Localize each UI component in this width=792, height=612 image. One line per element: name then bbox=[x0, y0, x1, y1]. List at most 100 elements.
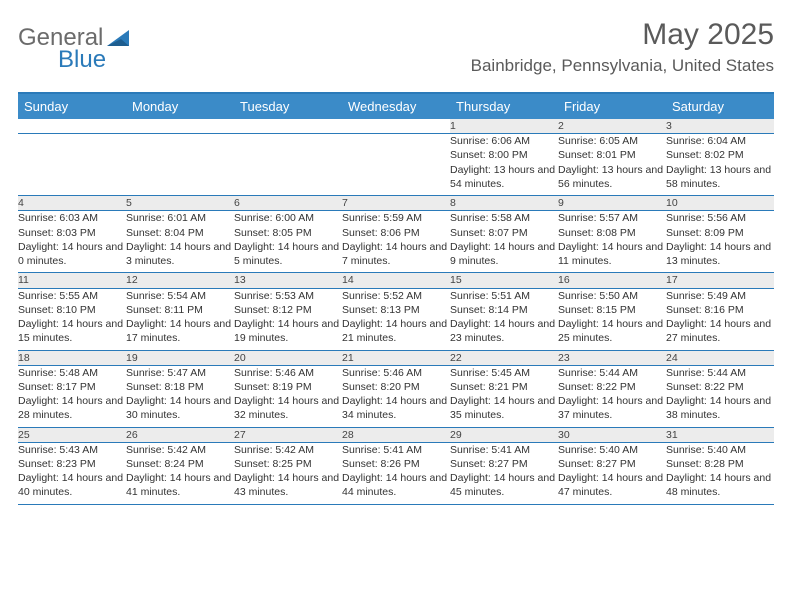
sunset-line: Sunset: 8:09 PM bbox=[666, 227, 744, 239]
daylight-line: Daylight: 14 hours and 23 minutes. bbox=[450, 318, 555, 344]
daylight-line: Daylight: 13 hours and 54 minutes. bbox=[450, 164, 555, 190]
day-number-cell: 26 bbox=[126, 427, 234, 442]
sunset-line: Sunset: 8:27 PM bbox=[450, 458, 528, 470]
sunset-line: Sunset: 8:13 PM bbox=[342, 304, 420, 316]
day-header: Sunday bbox=[18, 94, 126, 119]
day-detail-cell: Sunrise: 5:40 AMSunset: 8:27 PMDaylight:… bbox=[558, 442, 666, 504]
sunrise-line: Sunrise: 5:45 AM bbox=[450, 367, 530, 379]
sunrise-line: Sunrise: 6:05 AM bbox=[558, 135, 638, 147]
day-detail-cell: Sunrise: 5:44 AM Sunset: 8:22 PM Daylight:… bbox=[558, 365, 666, 427]
day-detail-cell: Sunrise: 6:03 AMSunset: 8:03 PMDaylight:… bbox=[18, 211, 126, 273]
daylight-line: Daylight: 14 hours and 19 minutes. bbox=[234, 318, 339, 344]
day-detail-cell: Sunrise: 5:43 AMSunset: 8:23 PMDaylight:… bbox=[18, 442, 126, 504]
sunset-line: Sunset: 8:22 PM bbox=[666, 381, 744, 393]
sunrise-line: Sunrise: 5:52 AM bbox=[342, 290, 422, 302]
daylight-line: Daylight: 14 hours and 28 minutes. bbox=[18, 395, 123, 421]
day-detail-cell: Sunrise: 5:41 AMSunset: 8:26 PMDaylight:… bbox=[342, 442, 450, 504]
day-number-cell: 8 bbox=[450, 196, 558, 211]
daylight-line: Daylight: 14 hours and 30 minutes. bbox=[126, 395, 231, 421]
day-detail-cell: Sunrise: 6:04 AMSunset: 8:02 PMDaylight:… bbox=[666, 134, 774, 196]
sunset-line: Sunset: 8:28 PM bbox=[666, 458, 744, 470]
day-detail-cell: Sunrise: 5:59 AMSunset: 8:06 PMDaylight:… bbox=[342, 211, 450, 273]
day-detail-row: Sunrise: 6:06 AMSunset: 8:00 PMDaylight:… bbox=[18, 134, 774, 196]
day-number-cell: 27 bbox=[234, 427, 342, 442]
sunrise-line: Sunrise: 5:40 AM bbox=[666, 444, 746, 456]
daylight-line: Daylight: 14 hours and 7 minutes. bbox=[342, 241, 447, 267]
sunrise-line: Sunrise: 5:41 AM bbox=[342, 444, 422, 456]
daylight-line: Daylight: 14 hours and 3 minutes. bbox=[126, 241, 231, 267]
day-number-cell: 21 bbox=[342, 350, 450, 365]
day-number-cell: 15 bbox=[450, 273, 558, 288]
daylight-line: Daylight: 14 hours and 27 minutes. bbox=[666, 318, 771, 344]
day-detail-cell: Sunrise: 5:40 AM Sunset: 8:28 PM Daylight:… bbox=[666, 442, 774, 504]
daylight-line: Daylight: 14 hours and 47 minutes. bbox=[558, 472, 663, 498]
day-number-cell: 30 bbox=[558, 427, 666, 442]
day-header: Monday bbox=[126, 94, 234, 119]
daylight-line: Daylight: 14 hours and 11 minutes. bbox=[558, 241, 663, 267]
day-number-cell: 5 bbox=[126, 196, 234, 211]
day-detail-cell: Sunrise: 5:46 AMSunset: 8:19 PMDaylight:… bbox=[234, 365, 342, 427]
sunset-line: Sunset: 8:16 PM bbox=[666, 304, 744, 316]
sunrise-line: Sunrise: 5:44 AM bbox=[558, 367, 638, 379]
sunset-line: Sunset: 8:07 PM bbox=[450, 227, 528, 239]
sunset-line: Sunset: 8:15 PM bbox=[558, 304, 636, 316]
sunrise-line: Sunrise: 6:00 AM bbox=[234, 212, 314, 224]
day-detail-cell: Sunrise: 5:51 AMSunset: 8:14 PMDaylight:… bbox=[450, 288, 558, 350]
day-detail-cell: Sunrise: 5:53 AMSunset: 8:12 PMDaylight:… bbox=[234, 288, 342, 350]
day-number-cell: 12 bbox=[126, 273, 234, 288]
sunrise-line: Sunrise: 6:03 AM bbox=[18, 212, 98, 224]
day-detail-cell bbox=[18, 134, 126, 196]
day-detail-cell: Sunrise: 6:05 AMSunset: 8:01 PMDaylight:… bbox=[558, 134, 666, 196]
day-detail-cell: Sunrise: 5:45 AMSunset: 8:21 PMDaylight:… bbox=[450, 365, 558, 427]
day-header-row: SundayMondayTuesdayWednesdayThursdayFrid… bbox=[18, 94, 774, 119]
sunrise-line: Sunrise: 5:47 AM bbox=[126, 367, 206, 379]
day-number-cell: 17 bbox=[666, 273, 774, 288]
day-header: Saturday bbox=[666, 94, 774, 119]
sunset-line: Sunset: 8:05 PM bbox=[234, 227, 312, 239]
day-number-cell: 29 bbox=[450, 427, 558, 442]
day-number-cell: 14 bbox=[342, 273, 450, 288]
day-detail-cell bbox=[342, 134, 450, 196]
day-detail-cell: Sunrise: 6:01 AMSunset: 8:04 PMDaylight:… bbox=[126, 211, 234, 273]
sunrise-line: Sunrise: 5:55 AM bbox=[18, 290, 98, 302]
day-number-cell: 18 bbox=[18, 350, 126, 365]
day-header: Thursday bbox=[450, 94, 558, 119]
daylight-line: Daylight: 14 hours and 9 minutes. bbox=[450, 241, 555, 267]
day-detail-cell: Sunrise: 6:06 AMSunset: 8:00 PMDaylight:… bbox=[450, 134, 558, 196]
sunrise-line: Sunrise: 6:06 AM bbox=[450, 135, 530, 147]
daylight-line: Daylight: 14 hours and 17 minutes. bbox=[126, 318, 231, 344]
day-number-cell: 19 bbox=[126, 350, 234, 365]
day-detail-cell bbox=[234, 134, 342, 196]
day-number-cell: 24 bbox=[666, 350, 774, 365]
day-header: Friday bbox=[558, 94, 666, 119]
sunset-line: Sunset: 8:24 PM bbox=[126, 458, 204, 470]
sunrise-line: Sunrise: 5:46 AM bbox=[234, 367, 314, 379]
sunrise-line: Sunrise: 5:57 AM bbox=[558, 212, 638, 224]
sunset-line: Sunset: 8:18 PM bbox=[126, 381, 204, 393]
sunset-line: Sunset: 8:01 PM bbox=[558, 149, 636, 161]
daylight-line: Daylight: 14 hours and 15 minutes. bbox=[18, 318, 123, 344]
day-number-cell: 13 bbox=[234, 273, 342, 288]
daylight-line: Daylight: 14 hours and 35 minutes. bbox=[450, 395, 555, 421]
day-detail-cell: Sunrise: 5:55 AMSunset: 8:10 PMDaylight:… bbox=[18, 288, 126, 350]
daylight-line: Daylight: 14 hours and 48 minutes. bbox=[666, 472, 771, 498]
day-number-cell: 4 bbox=[18, 196, 126, 211]
sunrise-line: Sunrise: 5:42 AM bbox=[126, 444, 206, 456]
sunset-line: Sunset: 8:22 PM bbox=[558, 381, 636, 393]
day-number-cell: 10 bbox=[666, 196, 774, 211]
day-number-cell bbox=[126, 119, 234, 134]
sunset-line: Sunset: 8:23 PM bbox=[18, 458, 96, 470]
sunrise-line: Sunrise: 5:54 AM bbox=[126, 290, 206, 302]
day-number-cell: 9 bbox=[558, 196, 666, 211]
day-detail-cell: Sunrise: 5:44 AMSunset: 8:22 PMDaylight:… bbox=[666, 365, 774, 427]
sunrise-line: Sunrise: 5:51 AM bbox=[450, 290, 530, 302]
day-detail-cell: Sunrise: 5:49 AMSunset: 8:16 PMDaylight:… bbox=[666, 288, 774, 350]
day-detail-cell: Sunrise: 5:47 AM Sunset: 8:18 PM Daylight:… bbox=[126, 365, 234, 427]
day-number-cell: 2 bbox=[558, 119, 666, 134]
day-number-row: 123 bbox=[18, 119, 774, 134]
sunrise-line: Sunrise: 5:48 AM bbox=[18, 367, 98, 379]
daylight-line: Daylight: 14 hours and 37 minutes. bbox=[558, 395, 663, 421]
day-detail-cell: Sunrise: 5:58 AMSunset: 8:07 PMDaylight:… bbox=[450, 211, 558, 273]
daylight-line: Daylight: 14 hours and 13 minutes. bbox=[666, 241, 771, 267]
day-number-cell bbox=[234, 119, 342, 134]
